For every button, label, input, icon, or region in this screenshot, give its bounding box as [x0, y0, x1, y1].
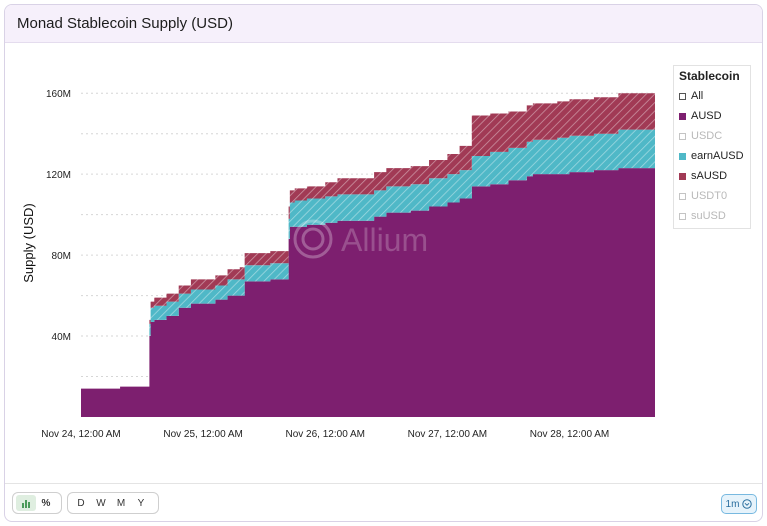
chart-card: Monad Stablecoin Supply (USD) 40M 80M 120M… [4, 4, 763, 522]
period-month-button[interactable]: M [116, 497, 126, 509]
legend-swatch [679, 212, 686, 220]
x-tick-label: Nov 27, 12:00 AM [408, 429, 488, 440]
legend-label: All [691, 90, 704, 102]
legend-swatch [679, 132, 686, 140]
x-tick-label: Nov 26, 12:00 AM [286, 429, 366, 440]
watermark-logo-inner [301, 227, 325, 251]
legend-label: earnAUSD [691, 150, 744, 162]
legend-label: suUSD [691, 210, 726, 222]
y-tick-label: 40M [52, 332, 71, 343]
legend-label: USDC [691, 130, 723, 142]
legend-item-suusd[interactable]: suUSD [679, 206, 745, 226]
percent-button[interactable]: % [41, 497, 51, 509]
y-axis-title: Supply (USD) [21, 203, 36, 282]
x-tick-label: Nov 25, 12:00 AM [163, 429, 243, 440]
period-year-button[interactable]: Y [137, 497, 145, 509]
watermark-text: Allium [341, 222, 428, 258]
legend-item-usdc[interactable]: USDC [679, 126, 745, 146]
x-tick-label: Nov 28, 12:00 AM [530, 429, 610, 440]
legend-swatch [679, 112, 686, 120]
legend-swatch [679, 172, 686, 180]
legend: Stablecoin All AUSD USDC earnAUSD sAUSD USDT0… [673, 65, 751, 229]
chevron-down-icon [742, 499, 753, 509]
bar-chart-icon [22, 500, 30, 508]
legend-swatch [679, 92, 686, 100]
chart-type-toggle: % [12, 492, 62, 514]
legend-item-all[interactable]: All [679, 86, 745, 106]
bar-chart-button[interactable] [16, 495, 36, 511]
series-area-sausd [81, 89, 655, 389]
y-tick-label: 120M [46, 170, 71, 181]
legend-label: sAUSD [691, 170, 728, 182]
timeframe-label: 1m [725, 498, 740, 510]
period-week-button[interactable]: W [96, 497, 106, 509]
stacked-area-chart: 40M 80M 120M 160M Nov 24, 12:00 AM Nov 25, 12… [21, 89, 655, 440]
y-tick-label: 80M [52, 251, 71, 262]
legend-label: AUSD [691, 110, 722, 122]
chart-title: Monad Stablecoin Supply (USD) [17, 15, 233, 32]
x-tick-label: Nov 24, 12:00 AM [41, 429, 121, 440]
y-tick-label: 160M [46, 89, 71, 100]
card-header: Monad Stablecoin Supply (USD) [5, 5, 762, 43]
legend-swatch [679, 192, 686, 200]
watermark-logo-outer [293, 219, 333, 259]
timeframe-selector[interactable]: 1m [721, 494, 757, 514]
series-area-ausd [81, 166, 655, 417]
chart-footer: % D W M Y 1m [5, 483, 762, 521]
legend-item-sausd[interactable]: sAUSD [679, 166, 745, 186]
legend-item-usdt0[interactable]: USDT0 [679, 186, 745, 206]
series-area-earnausd [81, 127, 655, 389]
period-toggle: D W M Y [67, 492, 159, 514]
legend-item-ausd[interactable]: AUSD [679, 106, 745, 126]
legend-label: USDT0 [691, 190, 728, 202]
legend-swatch [679, 152, 686, 160]
legend-title: Stablecoin [679, 69, 740, 83]
period-day-button[interactable]: D [77, 497, 85, 509]
legend-item-earnausd[interactable]: earnAUSD [679, 146, 745, 166]
